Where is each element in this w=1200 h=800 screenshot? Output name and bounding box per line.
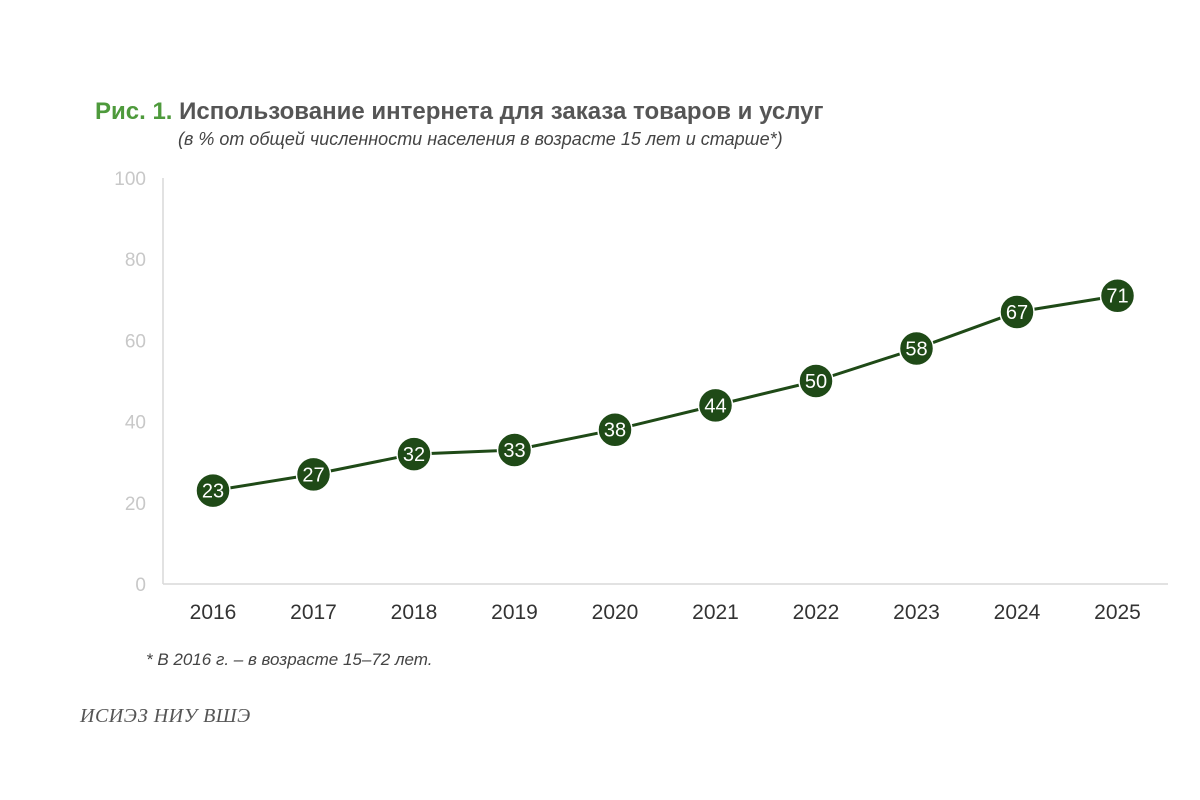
- chart-subtitle: (в % от общей численности населения в во…: [178, 129, 783, 149]
- x-tick-label: 2022: [793, 601, 840, 624]
- data-point: [1099, 277, 1136, 314]
- x-tick-label: 2025: [1094, 601, 1141, 624]
- data-label: 23: [202, 481, 224, 503]
- data-point: [597, 411, 633, 448]
- figure-number: Рис. 1.: [95, 98, 173, 125]
- x-tick-label: 2024: [994, 601, 1041, 624]
- y-tick-label: 0: [135, 575, 146, 596]
- data-label: 50: [805, 371, 827, 393]
- data-label: 38: [604, 420, 626, 442]
- data-label: 44: [704, 395, 726, 417]
- y-axis: 0 20 40 60 80 100: [114, 169, 164, 596]
- data-point: [396, 436, 432, 472]
- y-tick-label: 60: [125, 331, 146, 352]
- data-label: 32: [403, 444, 425, 466]
- series: 23 27 32 33 38 44 50 58 67 71: [195, 277, 1136, 509]
- data-point: [496, 432, 533, 468]
- data-label: 27: [302, 464, 324, 486]
- data-label: 71: [1106, 286, 1128, 308]
- y-tick-label: 40: [125, 413, 146, 434]
- data-point: [999, 294, 1035, 330]
- x-tick-label: 2020: [592, 601, 639, 624]
- data-point: [798, 363, 834, 399]
- chart-title-text: Использование интернета для заказа товар…: [179, 98, 824, 125]
- y-tick-label: 20: [125, 494, 146, 515]
- x-axis: 2016 2017 2018 2019 2020 2021 2022 2023 2024 2025: [163, 583, 1168, 624]
- x-tick-label: 2019: [491, 601, 538, 624]
- footnote: * В 2016 г. – в возрасте 15–72 лет.: [146, 650, 433, 669]
- x-tick-label: 2017: [290, 601, 337, 624]
- data-point: [295, 456, 332, 493]
- x-tick-label: 2018: [391, 601, 438, 624]
- data-label: 33: [503, 440, 525, 462]
- y-tick-label: 80: [125, 250, 146, 271]
- data-label: 67: [1006, 302, 1028, 324]
- data-point: [898, 330, 935, 367]
- y-tick-label: 100: [114, 169, 146, 190]
- data-point: [697, 387, 734, 424]
- data-label: 58: [905, 339, 927, 361]
- x-tick-label: 2016: [190, 601, 237, 624]
- series-line: [212, 294, 1118, 493]
- source-label: ИСИЭЗ НИУ ВШЭ: [80, 705, 251, 727]
- data-point: [195, 472, 231, 509]
- x-tick-label: 2021: [692, 601, 739, 624]
- x-tick-label: 2023: [893, 601, 940, 624]
- chart-title: Рис. 1. Использование интернета для зака…: [95, 98, 823, 126]
